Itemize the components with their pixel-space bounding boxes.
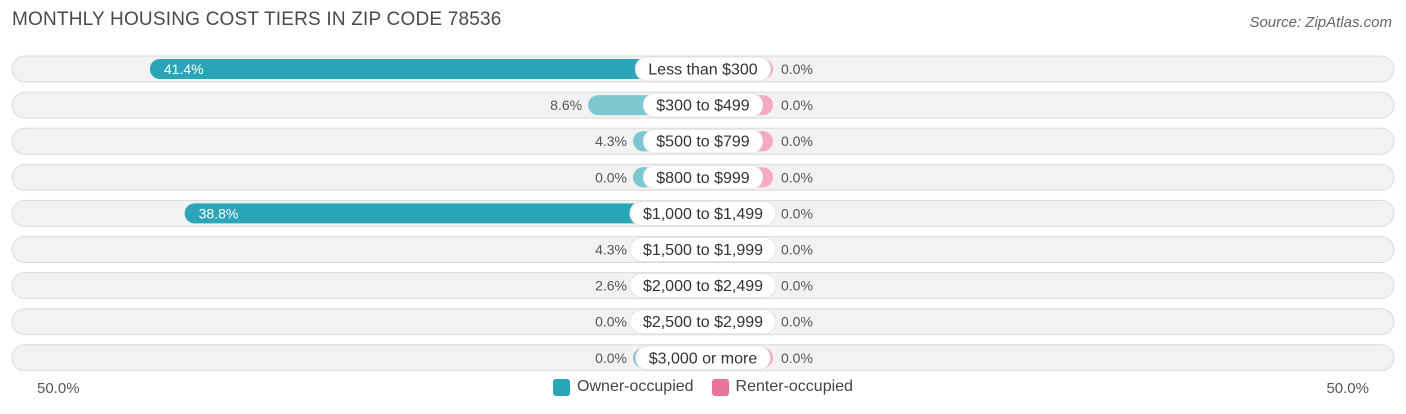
category-label-box: [629, 237, 777, 262]
legend-label-renter: Renter-occupied: [735, 378, 853, 395]
legend-label-owner: Owner-occupied: [577, 378, 694, 395]
axis-left-label: 50.0%: [37, 380, 80, 397]
source-label: Source: ZipAtlas.com: [1249, 14, 1392, 31]
category-label: $300 to $499: [656, 98, 750, 115]
category-label: $1,000 to $1,499: [643, 206, 763, 223]
category-label-box: [629, 273, 777, 299]
owner-bar: [149, 59, 703, 79]
category-label: $2,500 to $2,999: [643, 314, 763, 331]
axis-right-label: 50.0%: [1326, 380, 1369, 397]
category-label: $2,000 to $2,499: [643, 278, 763, 295]
legend-swatch-renter: [711, 378, 729, 396]
owner-bar: [184, 203, 703, 224]
renter-value-label: 0.0%: [781, 169, 813, 185]
renter-value-label: 0.0%: [781, 61, 813, 77]
category-label-box: [635, 345, 771, 371]
owner-value-label: 8.6%: [550, 97, 582, 113]
bar-row: 41.4% 0.0% Less than $300: [11, 55, 1395, 83]
owner-value-label: 4.3%: [595, 242, 627, 258]
legend: Owner-occupied Renter-occupied: [0, 378, 1406, 396]
category-label: $1,500 to $1,999: [643, 242, 763, 259]
category-label-box: [642, 128, 764, 154]
bar-row: 0.0% 0.0% $800 to $999: [11, 163, 1395, 191]
renter-value-label: 0.0%: [781, 350, 813, 366]
category-label-box: [629, 309, 777, 335]
renter-value-label: 0.0%: [781, 97, 813, 113]
renter-value-label: 0.0%: [781, 133, 813, 149]
owner-value-label: 0.0%: [595, 350, 627, 366]
category-label-box: [642, 164, 764, 190]
bar-row: 8.6% 0.0% $300 to $499: [11, 91, 1395, 119]
chart-title: MONTHLY HOUSING COST TIERS IN ZIP CODE 7…: [12, 9, 502, 30]
category-label: Less than $300: [648, 62, 758, 79]
bar-row: 38.8% 0.0% $1,000 to $1,499: [11, 199, 1395, 227]
category-label-box: [634, 56, 772, 82]
category-label-box: [629, 200, 777, 226]
legend-swatch-owner: [553, 378, 571, 396]
bar-row: 2.6% 0.0% $2,000 to $2,499: [11, 272, 1395, 300]
renter-value-label: 0.0%: [781, 314, 813, 330]
category-label: $3,000 or more: [649, 350, 758, 367]
legend-item-owner: Owner-occupied: [553, 378, 694, 396]
renter-value-label: 0.0%: [781, 278, 813, 294]
bar-row: 0.0% 0.0% $2,500 to $2,999: [11, 308, 1395, 336]
bar-row: 4.3% 0.0% $500 to $799: [11, 127, 1395, 155]
owner-value-label: 2.6%: [595, 278, 627, 294]
owner-value-label: 0.0%: [595, 169, 627, 185]
category-label: $800 to $999: [656, 170, 750, 187]
owner-value-label: 4.3%: [595, 133, 627, 149]
owner-value-label: 0.0%: [595, 314, 627, 330]
owner-value-label: 41.4%: [164, 61, 204, 77]
category-label-box: [642, 92, 764, 118]
renter-value-label: 0.0%: [781, 242, 813, 258]
bar-row: 4.3% 0.0% $1,500 to $1,999: [11, 236, 1395, 263]
owner-value-label: 38.8%: [199, 205, 239, 221]
legend-item-renter: Renter-occupied: [711, 378, 853, 396]
bar-row: 0.0% 0.0% $3,000 or more: [11, 344, 1395, 372]
renter-value-label: 0.0%: [781, 205, 813, 221]
category-label: $500 to $799: [656, 134, 750, 151]
